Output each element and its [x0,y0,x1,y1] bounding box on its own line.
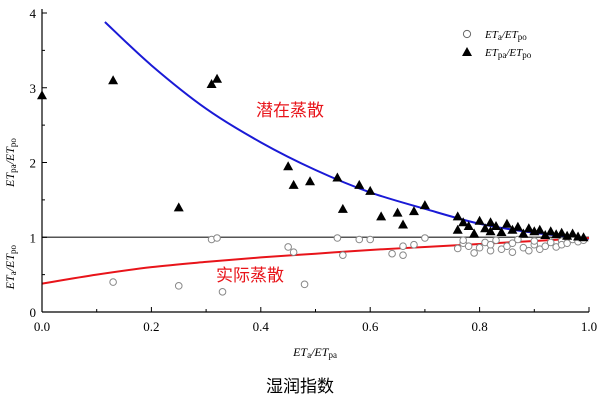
y-tick-label: 0 [30,305,37,320]
circle-point [333,234,342,242]
triangle-point [567,228,578,238]
triangle-point [501,218,512,228]
axes-layer: 0.0 0.2 0.4 0.6 0.8 1.0 0 1 2 3 4 [30,6,598,334]
y-axis-label-lower: ETa/ETpo [3,244,18,290]
triangle-point [354,179,365,189]
legend-entry-label: ETa/ETpo [484,29,527,42]
triangle-point [458,217,469,227]
triangle-point [408,206,419,216]
triangle-point [480,223,491,233]
triangle-point [485,217,496,227]
circle-point [289,248,298,256]
circle-point [355,235,364,244]
x-axis-label: ETa/ETpa [292,345,337,360]
legend-circle-marker [462,29,472,39]
x-tick-label: 0.4 [253,319,270,334]
triangle-point [337,203,348,213]
triangle-point [469,228,480,238]
circle-point [399,242,407,251]
circle-point [366,235,375,244]
triangle-point [540,230,551,240]
triangle-point [523,223,534,233]
circle-point [218,288,227,296]
triangle-point [474,215,485,225]
triangle-point [485,226,496,236]
circle-point [399,251,407,259]
circle-point [213,234,221,242]
circle-point [109,278,117,286]
x-tick-label: 0.6 [362,319,379,334]
actual-evaporation-label: 实际蒸散 [216,266,284,286]
x-tick-label: 0.2 [143,319,159,334]
x-tick-label: 0.8 [471,319,487,334]
triangle-point [491,221,502,231]
y-tick-label: 4 [30,6,37,21]
triangle-point [332,172,343,182]
triangle-point [463,221,474,231]
circle-point [459,236,467,245]
triangle-point [305,176,316,186]
triangle-point [545,226,556,236]
potential-evaporation-label: 潜在蒸散 [256,101,324,121]
triangle-point [108,75,119,85]
triangle-point [518,228,529,238]
circle-point [475,243,484,252]
triangle-point [173,202,184,212]
triangle-point [534,224,545,234]
scatter-chart: 0.0 0.2 0.4 0.6 0.8 1.0 0 1 2 3 4 ETa/ETpa ETpa/ETp… [3,6,598,360]
y-tick-label: 2 [30,156,37,171]
triangle-point [452,211,463,221]
legend-entry-label: ETpa/ETpo [484,47,532,60]
circle-point [514,235,522,244]
circle-point [388,249,396,258]
triangle-point [376,211,387,221]
triangle-point [206,79,217,89]
triangle-point [365,185,376,195]
chart-caption: 湿润指数 [266,377,334,397]
y-tick-label: 3 [30,81,37,96]
y-tick-label: 1 [30,230,37,245]
data-points-layer [37,73,589,296]
triangle-point [283,161,294,171]
triangle-point [556,227,567,237]
legend-triangle-marker [462,47,472,56]
circle-point [486,240,495,249]
circle-point [546,238,555,247]
triangle-point [398,219,409,229]
triangle-point [392,207,403,217]
triangle-point [452,224,463,234]
legend: ETa/ETpo ETpa/ETpo [462,29,532,60]
circle-point [508,239,517,248]
circle-point [174,282,183,290]
x-tick-label: 0.0 [34,319,50,334]
circle-point [541,242,550,251]
circle-point [300,280,309,289]
circle-point [525,246,533,255]
circle-point [453,244,462,253]
circle-point [284,243,292,251]
triangle-point [419,200,430,210]
triangle-point [512,221,523,231]
triangle-point [212,73,223,83]
circle-point [464,242,473,251]
circle-point [508,248,517,256]
x-tick-label: 1.0 [581,319,597,334]
triangle-point [507,224,518,234]
triangle-point [496,227,507,237]
circle-point [339,251,347,259]
circle-point [492,236,500,245]
circle-point [421,234,429,242]
circle-point [410,240,418,249]
y-axis-label-upper: ETpa/ETpo [3,138,18,188]
axis-labels-layer: ETa/ETpa ETpa/ETpo ETa/ETpo [3,138,337,360]
circle-point [563,239,571,248]
circle-point [530,237,539,245]
circle-point [470,249,478,257]
triangle-point [578,232,589,242]
triangle-point [288,179,299,189]
